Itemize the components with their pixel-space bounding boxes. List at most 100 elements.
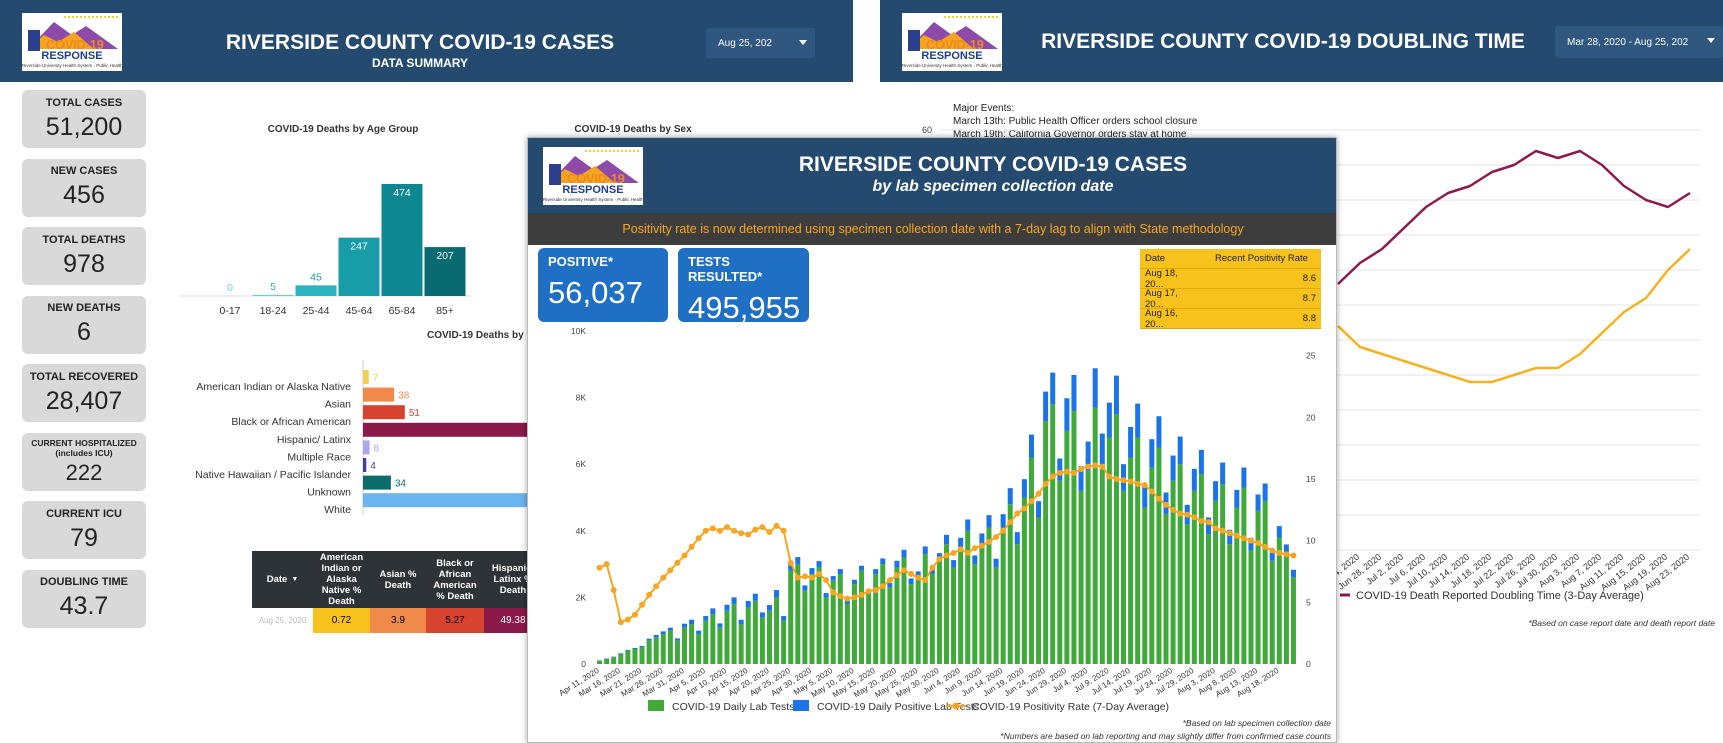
bar: [788, 570, 794, 664]
header: [528, 138, 1336, 213]
logo-tag: RESPONSE: [921, 50, 983, 62]
line-point: [1240, 535, 1247, 542]
bar: [1050, 404, 1056, 664]
footnote: *Based on lab specimen collection date: [1183, 718, 1332, 728]
title: RIVERSIDE COUNTY COVID-19 CASES: [798, 153, 1188, 176]
kpi-value: 222: [65, 459, 103, 485]
bar: [908, 578, 914, 585]
line-point: [1134, 480, 1141, 487]
sex-chart-title: COVID-19 Deaths by Sex: [574, 124, 692, 135]
date-dropdown[interactable]: Mar 28, 2020 - Aug 25, 202: [1555, 26, 1723, 58]
bar: [1071, 374, 1077, 411]
bar: [1198, 449, 1204, 475]
bar: [363, 458, 367, 472]
bar: [717, 627, 723, 664]
bar: [993, 558, 999, 568]
line-point: [624, 616, 631, 623]
bar: [766, 610, 772, 664]
race-table: Date ▼ American Indian or Alaska Native % …: [252, 551, 542, 633]
line-point: [893, 572, 900, 579]
bar: [724, 604, 730, 611]
x-tick-label: 18-24: [260, 305, 287, 317]
category-label: Unknown: [307, 487, 351, 499]
bar: [1205, 534, 1211, 664]
logo-tag: RESPONSE: [562, 184, 624, 196]
y-tick-label: 60: [922, 125, 932, 135]
bar: [1255, 494, 1261, 511]
legend-swatch: [648, 700, 664, 711]
bar: [979, 544, 985, 664]
line-point: [1198, 517, 1205, 524]
legend-swatch: [952, 702, 960, 710]
bar: [1198, 474, 1204, 664]
sort-icon: ▼: [291, 576, 299, 583]
bar: [830, 580, 836, 664]
y-tick-label: 2K: [576, 592, 587, 602]
chart-title: COVID-19 Deaths by R: [427, 330, 534, 341]
bar: [1156, 416, 1162, 448]
bar: [774, 590, 780, 598]
line-point: [787, 559, 794, 566]
line-point: [830, 589, 837, 596]
bar: [781, 616, 787, 621]
bar: [703, 620, 709, 664]
kpi-label: NEW CASES: [50, 165, 118, 177]
y-tick-label: 8K: [576, 393, 587, 403]
bar: [738, 624, 744, 664]
bar: [802, 585, 808, 591]
date-dropdown[interactable]: Aug 25, 202: [706, 28, 815, 58]
table-cell: 8.8: [1202, 309, 1321, 329]
kpi-card: CURRENT HOSPITALIZED (includes ICU) 222: [22, 432, 146, 491]
bar: [837, 569, 843, 575]
line-point: [759, 524, 766, 531]
bar: [363, 370, 369, 384]
bar: [823, 597, 829, 664]
logo-name: COVID-19: [567, 171, 625, 186]
table-header: Recent Positivity Rate: [1202, 249, 1321, 269]
bar: [1269, 549, 1275, 561]
y-tick-label: 6K: [576, 459, 587, 469]
line-point: [752, 526, 759, 533]
line-point: [667, 567, 674, 574]
line-point: [773, 522, 780, 529]
bar: [795, 564, 801, 664]
bar: [752, 593, 758, 601]
bar: [1142, 484, 1148, 508]
subtitle: DATA SUMMARY: [372, 56, 468, 70]
bar: [363, 475, 391, 490]
table-header: Date: [1140, 249, 1202, 269]
y2-tick-label: 20: [1306, 412, 1316, 422]
data-label: 0: [227, 282, 233, 294]
legend-swatch: [793, 700, 809, 711]
bar: [717, 623, 723, 628]
bar: [1000, 527, 1006, 664]
line: [1337, 248, 1691, 384]
bar: [682, 623, 688, 628]
bar: [1213, 481, 1219, 501]
title: RIVERSIDE COUNTY COVID-19 DOUBLING TIME: [1041, 30, 1525, 53]
footnote: *Based on case report date and death rep…: [1528, 618, 1715, 628]
bar: [901, 557, 907, 664]
line-point: [1070, 469, 1077, 476]
category-label: Native Hawaiian / Pacific Islander: [195, 469, 351, 481]
line-point: [851, 594, 858, 601]
bar: [929, 574, 935, 664]
bar: [710, 608, 716, 615]
bar: [653, 637, 659, 664]
data-label: 474: [393, 187, 411, 199]
positivity-table: Date Recent Positivity Rate Aug 18, 20... 8…: [1140, 249, 1321, 330]
kpi-value: 6: [77, 318, 91, 346]
bar: [1283, 544, 1289, 555]
logo-art: [908, 16, 998, 51]
bar: [604, 659, 610, 664]
line-point: [1170, 506, 1177, 513]
y2-tick-label: 15: [1306, 474, 1316, 484]
bar: [381, 184, 423, 296]
bar: [922, 554, 928, 664]
line-point: [1141, 482, 1148, 489]
bar: [738, 619, 744, 625]
bar: [632, 648, 638, 650]
bar: [1163, 514, 1169, 664]
bar: [632, 649, 638, 664]
table-cell: Aug 17, 20...: [1140, 288, 1202, 310]
